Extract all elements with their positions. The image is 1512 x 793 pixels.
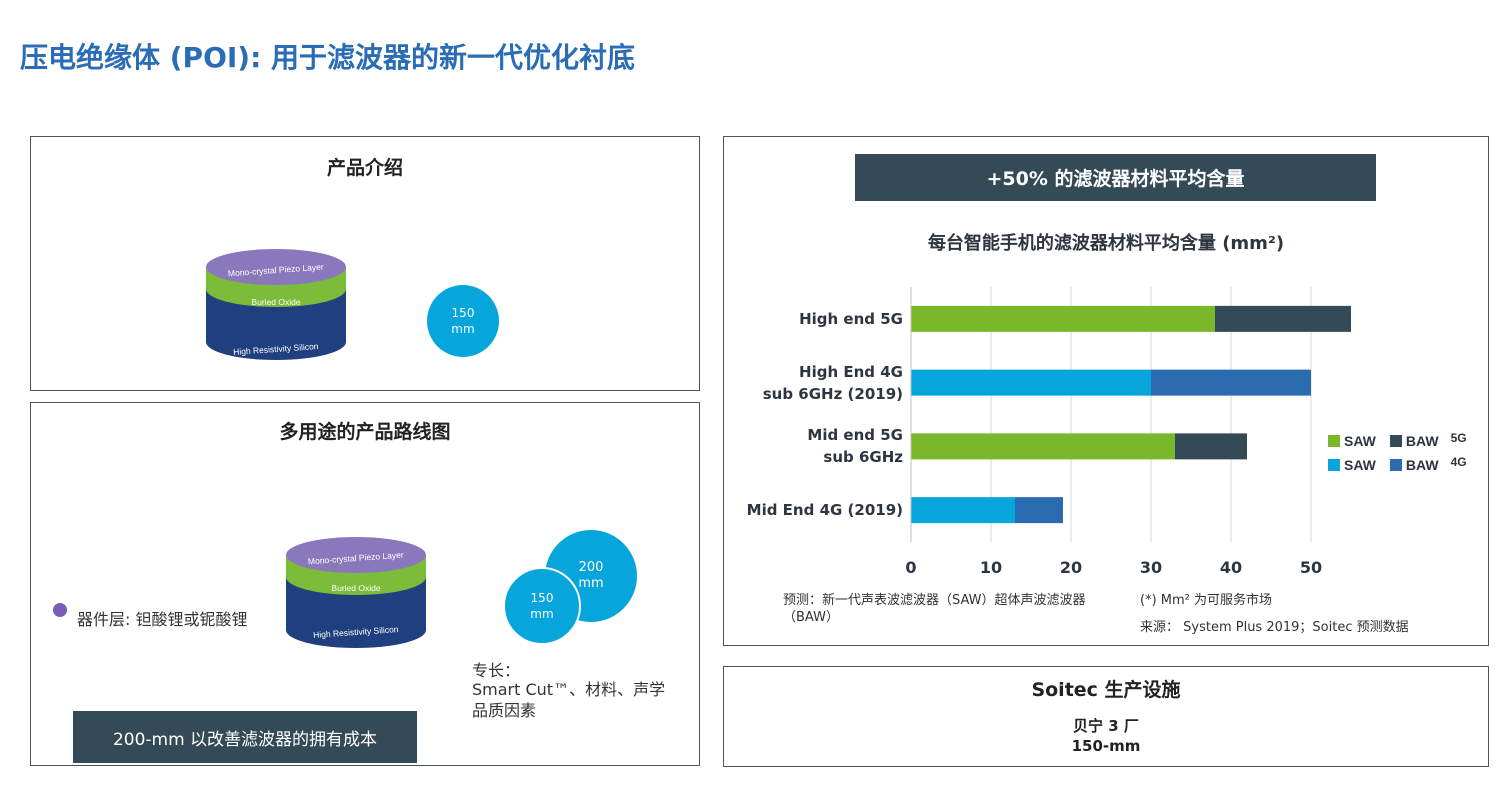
legend-5g: SAW BAW 5G bbox=[1328, 431, 1467, 449]
facility-panel: Soitec 生产设施 贝宁 3 厂 150-mm bbox=[723, 666, 1489, 767]
chart-title: 每台智能手机的滤波器材料平均含量 (mm²) bbox=[927, 233, 1285, 254]
page-title: 压电绝缘体 (POI): 用于滤波器的新一代优化衬底 bbox=[20, 41, 636, 74]
wafer-200-value: 200 bbox=[578, 560, 604, 575]
facility-size: 150-mm bbox=[1071, 737, 1141, 755]
wafer-200-unit: mm bbox=[578, 576, 604, 591]
legend-label-baw-5g: BAW bbox=[1405, 433, 1439, 449]
wafer-size-unit: mm bbox=[451, 322, 475, 336]
x-tick-label: 10 bbox=[979, 558, 1003, 577]
legend-swatch-baw-5g bbox=[1389, 435, 1402, 447]
bullet-dot-icon bbox=[53, 603, 67, 617]
forecast-note: 预测：新一代声表波滤波器（SAW）超体声波滤波器（BAW） bbox=[783, 593, 1086, 625]
legend-group-4g: 4G bbox=[1450, 455, 1467, 469]
legend-swatch-saw-5g bbox=[1328, 435, 1340, 447]
category-label: Mid End 4G (2019) bbox=[746, 501, 903, 520]
facility-site: 贝宁 3 厂 bbox=[1073, 717, 1139, 735]
chart-banner: +50% 的滤波器材料平均含量 bbox=[855, 154, 1376, 201]
piezo-top bbox=[206, 249, 346, 285]
device-layer-text: 器件层: 钽酸锂或铌酸锂 bbox=[77, 610, 248, 629]
legend-swatch-baw-4g bbox=[1389, 459, 1402, 471]
oxide-label: Buried Oxide bbox=[331, 583, 380, 593]
roadmap-title: 多用途的产品路线图 bbox=[279, 421, 451, 443]
wafer-stack-diagram: Mono-crystal Piezo Layer Buried Oxide Hi… bbox=[206, 249, 346, 360]
product-intro-panel: 产品介绍 Mono-crystal Piezo Layer Buried Oxi… bbox=[30, 136, 700, 391]
expertise-label: 专长： bbox=[472, 661, 521, 680]
oxide-label: Buried Oxide bbox=[251, 297, 300, 307]
bar-baw-4g-1 bbox=[1151, 369, 1311, 396]
wafer-stack-diagram: Mono-crystal Piezo Layer Buried Oxide Hi… bbox=[286, 537, 426, 648]
legend-4g: SAW BAW 4G bbox=[1328, 455, 1467, 473]
roadmap-panel: 多用途的产品路线图 Mono-crystal Piezo Layer Burie… bbox=[30, 402, 700, 766]
chart-panel: +50% 的滤波器材料平均含量 每台智能手机的滤波器材料平均含量 (mm²) H… bbox=[723, 136, 1489, 646]
piezo-top bbox=[286, 537, 426, 573]
wafer-150-unit: mm bbox=[530, 607, 554, 621]
bar-baw-5g-0 bbox=[1215, 305, 1351, 332]
bar-chart bbox=[910, 287, 1351, 542]
wafer-150mm-badge: 150 mm bbox=[427, 285, 499, 357]
facility-title: Soitec 生产设施 bbox=[1031, 679, 1181, 701]
category-label: High End 4G sub 6GHz (2019) bbox=[762, 362, 903, 403]
bar-baw-5g-2 bbox=[1175, 433, 1247, 460]
source-note: 来源： System Plus 2019；Soitec 预测数据 bbox=[1140, 620, 1409, 635]
x-tick-label: 40 bbox=[1219, 558, 1243, 577]
x-tick-label: 30 bbox=[1139, 558, 1163, 577]
wafer-150-value: 150 bbox=[530, 591, 554, 605]
expertise-text: Smart Cut™、材料、声学品质因素 bbox=[472, 680, 666, 720]
category-label: High end 5G bbox=[799, 309, 903, 328]
legend-group-5g: 5G bbox=[1450, 431, 1467, 445]
wafer-150mm-badge: 150 mm bbox=[503, 567, 581, 645]
bar-saw-4g-1 bbox=[911, 369, 1151, 396]
x-tick-label: 20 bbox=[1059, 558, 1083, 577]
roadmap-banner: 200-mm 以改善滤波器的拥有成本 bbox=[73, 711, 417, 763]
legend-swatch-saw-4g bbox=[1328, 459, 1340, 471]
legend-label-saw-4g: SAW bbox=[1344, 457, 1376, 473]
legend-label-baw-4g: BAW bbox=[1405, 457, 1439, 473]
bar-saw-5g-2 bbox=[911, 433, 1175, 460]
bar-saw-5g-0 bbox=[911, 305, 1215, 332]
x-tick-label: 0 bbox=[905, 558, 917, 577]
x-tick-label: 50 bbox=[1299, 558, 1323, 577]
category-label: Mid end 5G sub 6GHz bbox=[807, 426, 903, 467]
legend-label-saw-5g: SAW bbox=[1344, 433, 1376, 449]
wafer-size-value: 150 bbox=[451, 306, 475, 320]
footnote: (*) Mm² 为可服务市场 bbox=[1140, 593, 1272, 608]
bar-saw-4g-3 bbox=[911, 497, 1015, 524]
bar-baw-4g-3 bbox=[1015, 497, 1063, 524]
product-intro-title: 产品介绍 bbox=[326, 157, 403, 179]
